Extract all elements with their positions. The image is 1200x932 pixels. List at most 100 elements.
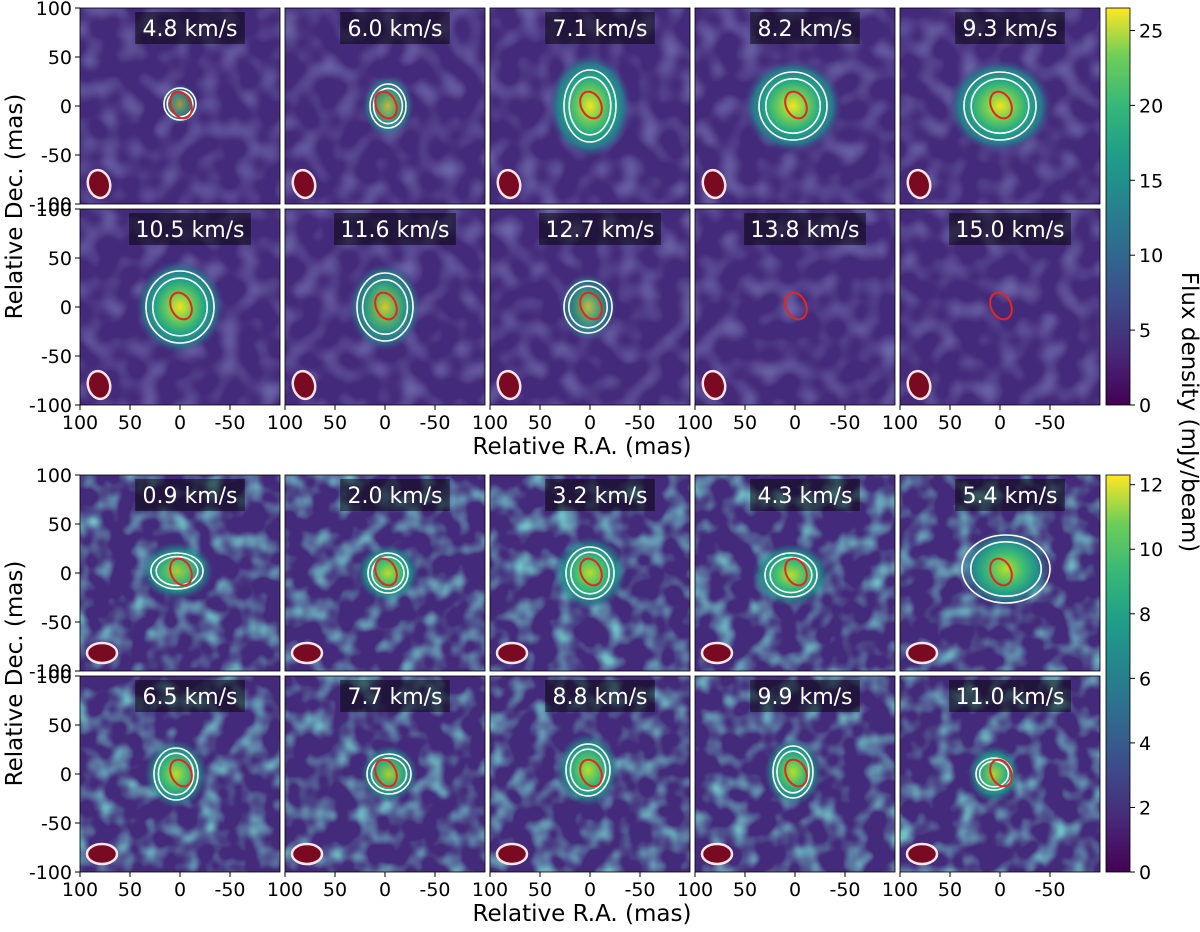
contour-inner — [969, 540, 1042, 597]
contour-outer — [145, 270, 215, 344]
velocity-label-bg — [340, 12, 450, 44]
velocity-label-bg — [334, 213, 456, 245]
x-tick-label: 50 — [323, 879, 347, 901]
beam-ellipse — [86, 168, 112, 200]
velocity-label-bg — [135, 680, 245, 712]
colorbar-tick-label: 5 — [1139, 320, 1151, 342]
beam-ellipse — [905, 641, 939, 665]
x-tick-label: -50 — [829, 879, 860, 901]
x-tick-label: 0 — [789, 879, 801, 901]
contour-inner — [769, 556, 813, 594]
velocity-label: 0.9 km/s — [142, 484, 237, 509]
source-ellipse — [989, 557, 1013, 587]
source-ellipse — [579, 90, 603, 120]
y-tick-label: -50 — [41, 145, 72, 167]
y-tick-label: -100 — [29, 395, 72, 417]
x-tick-label: 100 — [62, 879, 98, 901]
velocity-label: 15.0 km/s — [955, 218, 1064, 243]
beam-ellipse — [700, 641, 734, 665]
channel-panel: 6.5 km/s — [79, 675, 281, 873]
panel-frame — [694, 7, 896, 205]
emission-peak — [961, 530, 1051, 608]
x-tick-label: 50 — [528, 412, 552, 434]
beam-ellipse — [495, 641, 529, 665]
contour-inner — [157, 752, 195, 796]
source-ellipse — [374, 758, 398, 788]
contour-inner — [970, 78, 1030, 135]
x-tick-label: 100 — [882, 412, 918, 434]
y-tick-label: -50 — [41, 813, 72, 835]
emission-peak — [356, 544, 420, 602]
y-axis-label: Relative Dec. (mas) — [2, 94, 28, 320]
x-tick-label: -50 — [829, 412, 860, 434]
y-tick-label: 50 — [48, 715, 72, 737]
channel-panel: 4.8 km/s — [79, 7, 281, 205]
beam-ellipse — [496, 168, 522, 200]
x-axis-label: Relative R.A. (mas) — [473, 434, 692, 460]
x-tick-label: 50 — [938, 412, 962, 434]
x-tick-label: 50 — [528, 879, 552, 901]
contour-inner — [152, 277, 209, 337]
contour-outer — [366, 753, 412, 795]
y-tick-label: 50 — [48, 248, 72, 270]
colorbar-tick-label: 0 — [1139, 862, 1151, 884]
beam-ellipse — [290, 641, 324, 665]
source-ellipse — [784, 90, 808, 120]
velocity-label: 2.0 km/s — [347, 484, 442, 509]
colorbar-tick-label: 20 — [1139, 95, 1163, 117]
colorbar-tick-label: 6 — [1139, 668, 1151, 690]
beam-ellipse — [701, 369, 727, 401]
velocity-label: 6.5 km/s — [142, 685, 237, 710]
emission-peak — [348, 262, 422, 352]
x-tick-label: -50 — [624, 412, 655, 434]
contour-inner — [569, 551, 610, 595]
colorbar-tick-label: 10 — [1139, 245, 1163, 267]
emission-peak — [559, 273, 617, 341]
colorbar-tick-label: 12 — [1139, 475, 1163, 497]
contour-outer — [758, 71, 828, 141]
y-tick-label: 0 — [60, 764, 72, 786]
y-axis-label: Relative Dec. (mas) — [2, 561, 28, 787]
y-tick-label: 100 — [36, 199, 72, 221]
contour-inner — [568, 76, 612, 136]
colorbar-tick-label: 8 — [1139, 604, 1151, 626]
contour-outer — [163, 87, 197, 121]
beam-ellipse — [496, 369, 522, 401]
x-tick-label: 100 — [677, 412, 713, 434]
beam-ellipse — [86, 369, 112, 401]
source-ellipse — [579, 291, 603, 321]
panel-frame — [489, 7, 691, 205]
velocity-label-bg — [545, 479, 655, 511]
x-tick-label: 100 — [267, 879, 303, 901]
source-ellipse — [374, 557, 398, 587]
panel-frame — [899, 7, 1101, 205]
source-ellipse — [579, 758, 603, 788]
colorbar — [1105, 474, 1131, 873]
velocity-label-bg — [340, 680, 450, 712]
channel-panel: 6.0 km/s — [284, 7, 486, 205]
contour-inner — [371, 556, 405, 590]
x-tick-label: 0 — [174, 412, 186, 434]
channel-panel: 8.8 km/s — [489, 675, 691, 873]
source-ellipse — [784, 291, 808, 321]
source-ellipse — [784, 557, 808, 587]
x-tick-label: -50 — [419, 412, 450, 434]
velocity-label: 9.9 km/s — [757, 685, 852, 710]
x-tick-label: 100 — [62, 412, 98, 434]
source-ellipse — [579, 557, 603, 587]
colorbar-tick-label: 10 — [1139, 539, 1163, 561]
panel-frame — [899, 474, 1101, 672]
velocity-label: 7.7 km/s — [347, 685, 442, 710]
velocity-label-bg — [955, 12, 1065, 44]
y-tick-label: 50 — [48, 47, 72, 69]
source-ellipse — [169, 557, 193, 587]
velocity-label-bg — [135, 479, 245, 511]
velocity-label: 5.4 km/s — [962, 484, 1057, 509]
beam-ellipse — [85, 842, 119, 866]
channel-panel: 4.3 km/s — [694, 474, 896, 672]
y-tick-label: 0 — [60, 297, 72, 319]
source-ellipse — [989, 291, 1013, 321]
contour-outer — [367, 552, 409, 594]
source-ellipse — [169, 90, 193, 120]
